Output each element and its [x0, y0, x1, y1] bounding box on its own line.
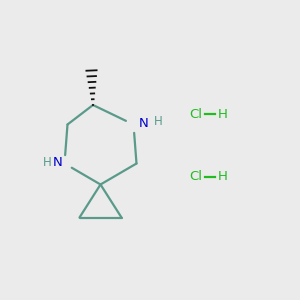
Text: H: H — [218, 170, 228, 184]
Text: H: H — [218, 107, 228, 121]
Text: H: H — [43, 155, 52, 169]
Text: Cl: Cl — [189, 107, 202, 121]
Text: Cl: Cl — [189, 170, 202, 184]
Text: N: N — [53, 155, 63, 169]
Text: H: H — [154, 115, 163, 128]
Text: N: N — [139, 116, 149, 130]
